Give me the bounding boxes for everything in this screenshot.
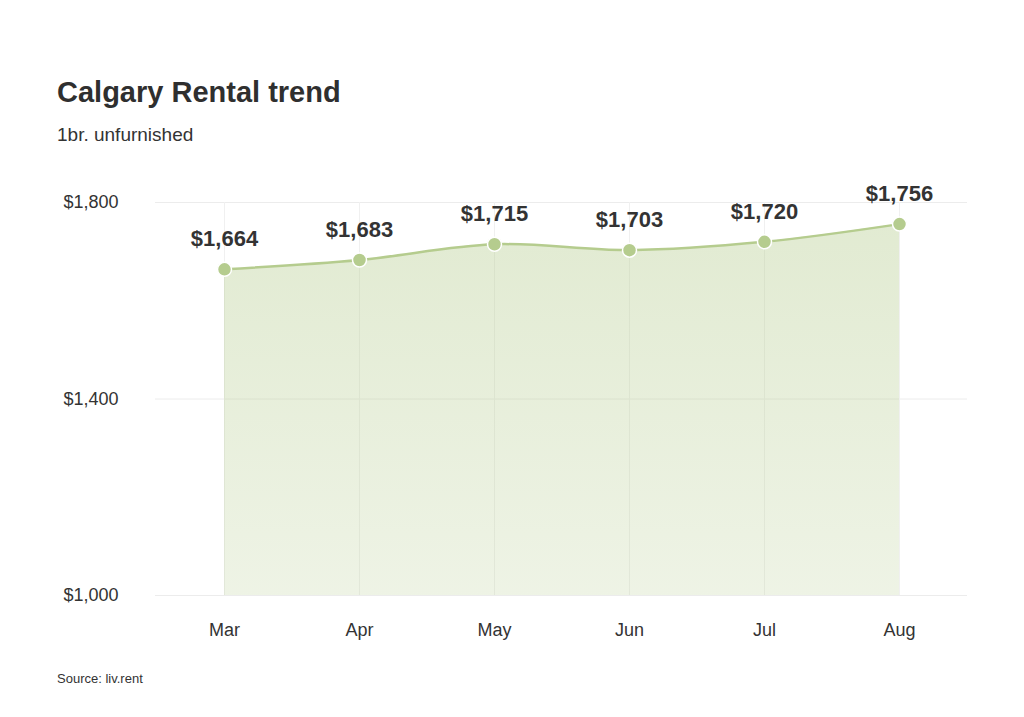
svg-text:Jul: Jul — [753, 620, 776, 640]
svg-text:$1,800: $1,800 — [63, 192, 118, 212]
svg-text:$1,720: $1,720 — [731, 199, 798, 224]
html-text:Source: liv.rent: Source: liv.rent — [57, 671, 143, 686]
svg-text:Aug: Aug — [883, 620, 915, 640]
svg-text:$1,400: $1,400 — [63, 389, 118, 409]
html-text:1br. unfurnished: 1br. unfurnished — [57, 124, 194, 145]
svg-text:$1,715: $1,715 — [461, 201, 528, 226]
svg-text:Apr: Apr — [345, 620, 373, 640]
svg-text:$1,756: $1,756 — [866, 181, 933, 206]
svg-text:$1,683: $1,683 — [326, 217, 393, 242]
svg-text:Jun: Jun — [615, 620, 644, 640]
svg-text:Mar: Mar — [209, 620, 240, 640]
svg-text:May: May — [477, 620, 511, 640]
svg-text:$1,664: $1,664 — [191, 226, 259, 251]
html-text:Calgary Rental trend: Calgary Rental trend — [57, 76, 341, 108]
svg-text:$1,703: $1,703 — [596, 207, 663, 232]
svg-text:$1,000: $1,000 — [63, 585, 118, 605]
